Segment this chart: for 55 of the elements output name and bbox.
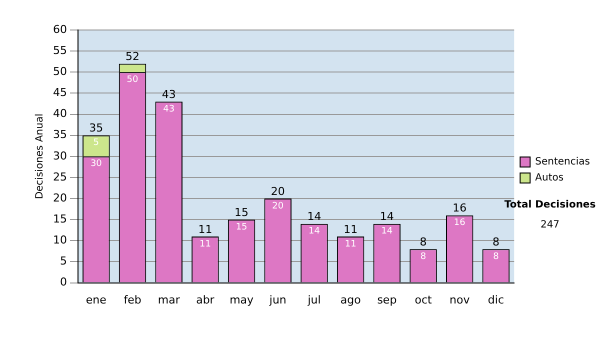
data-label: 11 [199, 239, 211, 250]
x-tick-label: ago [340, 293, 362, 306]
y-tick-label: 35 [52, 128, 67, 142]
total-label: 20 [270, 184, 285, 198]
legend-label: Autos [535, 172, 564, 184]
x-tick-label: dic [488, 293, 504, 306]
data-label: 14 [381, 226, 393, 237]
y-axis-title: Decisiones Anual [34, 114, 46, 200]
x-tick-label: ene [86, 293, 107, 306]
total-label: 43 [162, 88, 176, 101]
y-tick-label: 15 [52, 212, 67, 226]
data-label: 16 [454, 218, 466, 228]
x-tick-label: may [230, 293, 254, 306]
x-tick-label: oct [414, 293, 433, 306]
x-tick-label: abr [196, 293, 215, 306]
data-label: 8 [420, 252, 426, 262]
y-tick-label: 0 [60, 276, 67, 289]
data-label: 5 [93, 138, 100, 148]
x-tick-label: mar [158, 293, 180, 306]
total-label: 15 [234, 206, 249, 219]
data-label: 50 [126, 74, 139, 85]
x-tick-label: feb [124, 293, 142, 306]
y-tick-label: 10 [52, 234, 67, 247]
y-tick-label: 60 [52, 22, 67, 36]
y-tick-label: 5 [60, 254, 67, 268]
x-tick-label: sep [377, 293, 397, 306]
y-tick-label: 45 [52, 86, 67, 100]
total-label: 8 [492, 235, 500, 248]
total-label: 14 [307, 210, 322, 224]
data-label: 11 [344, 239, 356, 250]
data-label: 8 [493, 252, 500, 262]
y-tick-label: 25 [52, 170, 67, 184]
x-tick-label: nov [450, 293, 470, 306]
data-label: 14 [308, 226, 320, 237]
y-tick-label: 50 [52, 64, 67, 78]
total-label: 16 [452, 202, 467, 215]
x-tick-label: jun [268, 293, 286, 306]
data-label: 30 [90, 159, 102, 170]
y-tick-label: 30 [52, 149, 67, 162]
total-label: 11 [344, 222, 358, 236]
x-tick-label: jul [306, 293, 321, 306]
text: 247 [540, 220, 560, 231]
data-label: 20 [272, 201, 284, 212]
y-tick-label: 55 [52, 44, 67, 57]
legend-label: Sentencias [535, 156, 590, 168]
y-tick-label: 20 [52, 191, 67, 204]
total-label: 14 [380, 210, 394, 224]
total-label: 11 [198, 222, 212, 236]
total-label: 52 [126, 50, 140, 64]
data-label: 43 [163, 104, 175, 114]
total-label: 35 [89, 122, 104, 135]
annotation: Total Decisiones [504, 200, 596, 211]
total-label: 8 [420, 235, 427, 248]
y-tick-label: 40 [52, 107, 67, 120]
data-label: 15 [236, 222, 248, 232]
